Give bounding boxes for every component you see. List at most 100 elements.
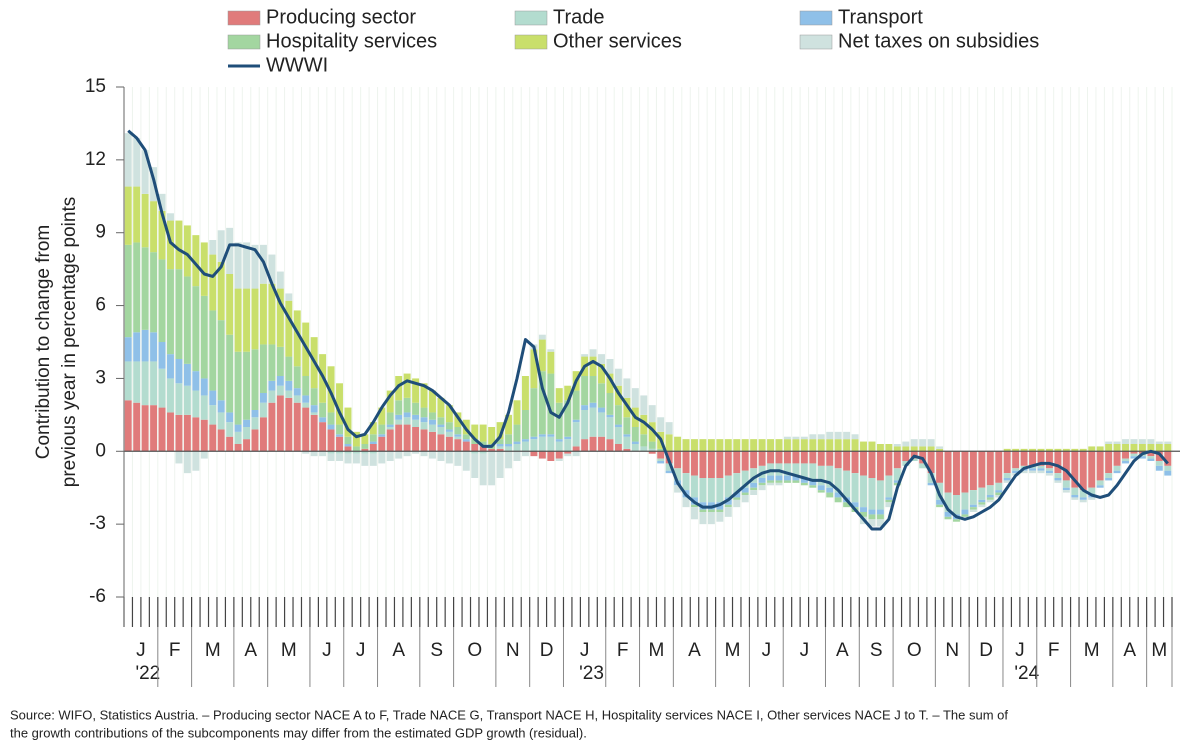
bar-segment	[581, 354, 589, 357]
bar-segment	[150, 201, 158, 253]
bar-segment	[352, 451, 360, 454]
month-label: J	[580, 640, 590, 661]
bar-segment	[1079, 451, 1087, 491]
bar-segment	[1088, 487, 1096, 495]
bar-segment	[293, 366, 301, 389]
bar-segment	[234, 444, 242, 452]
month-label: S	[430, 640, 443, 661]
bar-segment	[1155, 451, 1163, 461]
bar-segment	[344, 444, 352, 447]
bar-segment	[860, 441, 867, 452]
bar-segment	[555, 458, 563, 461]
month-label: F	[1048, 640, 1060, 661]
bar-segment	[843, 439, 851, 452]
legend-swatch	[227, 34, 261, 50]
bar-segment	[750, 451, 758, 469]
bar-segment	[200, 295, 208, 379]
month-label: N	[945, 640, 959, 661]
y-axis-title-line: previous year in percentage points	[59, 197, 80, 487]
bar-segment	[876, 514, 884, 520]
bar-segment	[640, 395, 648, 415]
bar-segment	[767, 439, 775, 452]
bar-segment	[682, 439, 690, 452]
bar-segment	[623, 436, 631, 449]
bar-segment	[961, 514, 969, 517]
bar-segment	[336, 424, 343, 435]
bar-segment	[868, 519, 876, 527]
bar-segment	[674, 451, 682, 469]
month-label: A	[688, 640, 701, 661]
bar-segment	[555, 441, 563, 452]
bar-segment	[429, 412, 436, 420]
bar-segment	[851, 451, 859, 474]
bar-segment	[437, 427, 445, 435]
bar-segment	[834, 492, 842, 498]
bar-segment	[1054, 448, 1062, 452]
bar-segment	[285, 397, 293, 452]
bar-segment	[741, 487, 749, 493]
bar-segment	[564, 385, 572, 401]
month-label: N	[506, 640, 520, 661]
bar-segment	[640, 446, 648, 452]
bar-segment	[936, 451, 944, 483]
bar-segment	[927, 446, 935, 452]
bar-segment	[1155, 465, 1163, 471]
bar-segment	[1096, 446, 1104, 452]
bar-segment	[741, 451, 749, 471]
bar-segment	[479, 451, 487, 454]
bar-segment	[454, 434, 462, 437]
bar-segment	[699, 451, 707, 478]
bar-segment	[682, 473, 690, 491]
bar-segment	[1062, 448, 1070, 452]
bar-segment	[454, 451, 462, 466]
bar-segment	[521, 410, 529, 440]
bar-segment	[741, 439, 749, 452]
bar-segment	[200, 242, 208, 296]
bar-segment	[724, 439, 732, 452]
bar-segment	[521, 441, 529, 452]
bar-segment	[581, 376, 589, 406]
month-label: O	[907, 640, 922, 661]
bar-segment	[893, 451, 901, 469]
bar-segment	[1071, 487, 1079, 495]
bar-segment	[707, 451, 715, 478]
bar-segment	[555, 388, 563, 403]
bar-segment	[243, 427, 251, 440]
bar-segment	[200, 395, 208, 420]
bar-segment	[851, 439, 859, 452]
bar-segment	[614, 427, 622, 444]
month-label: J	[1015, 640, 1025, 661]
bar-segment	[741, 470, 749, 488]
bar-segment	[479, 446, 487, 452]
bar-segment	[344, 446, 352, 452]
bar-segment	[893, 480, 901, 483]
bar-segment	[953, 451, 960, 495]
bar-segment	[429, 390, 436, 413]
bar-segment	[505, 414, 513, 435]
bar-segment	[648, 422, 656, 442]
bar-segment	[1054, 478, 1062, 481]
bar-segment	[378, 434, 386, 437]
bar-segment	[893, 468, 901, 481]
bar-segment	[530, 388, 538, 437]
month-label: A	[392, 640, 405, 661]
bar-segment	[800, 436, 808, 440]
bar-segment	[319, 451, 327, 457]
bar-segment	[471, 424, 479, 440]
bar-segment	[589, 402, 597, 408]
bar-segment	[395, 376, 403, 401]
bar-segment	[243, 351, 251, 420]
bar-segment	[783, 480, 791, 483]
bar-segment	[1096, 480, 1104, 486]
bar-segment	[598, 383, 605, 408]
bar-segment	[910, 439, 918, 447]
y-tick-label: 3	[95, 367, 106, 388]
bar-segment	[978, 502, 986, 505]
bar-segment	[369, 441, 377, 444]
bar-segment	[817, 451, 825, 466]
legend-swatch	[799, 34, 833, 50]
bar-segment	[319, 402, 327, 418]
bar-segment	[1037, 448, 1045, 452]
bar-segment	[843, 431, 851, 440]
bar-segment	[505, 451, 513, 469]
